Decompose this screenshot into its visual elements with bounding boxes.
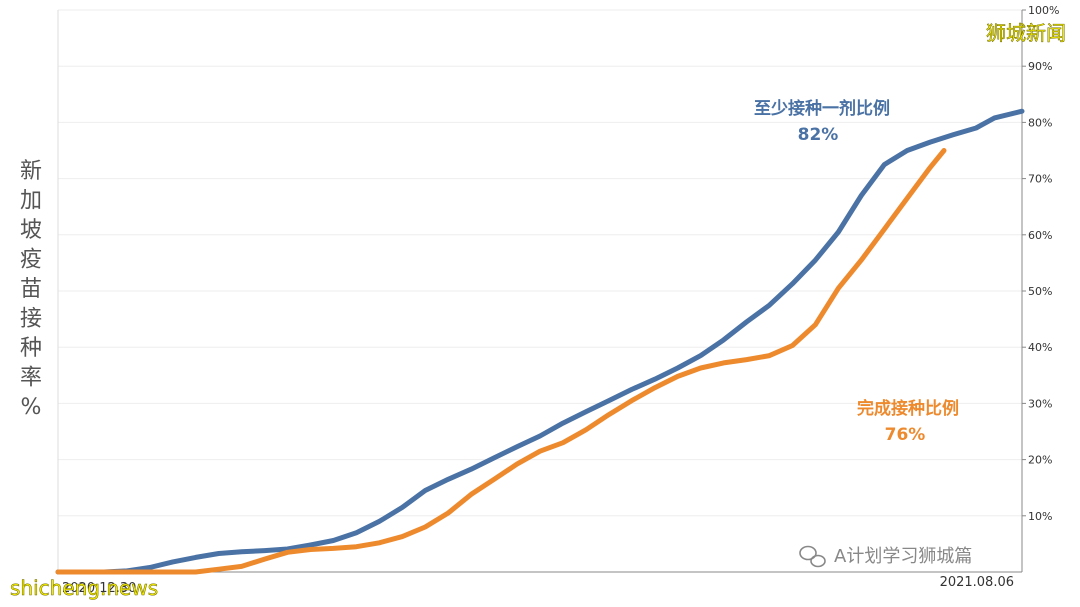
x-tick-label-end: 2021.08.06 (940, 575, 1014, 590)
y-tick-label: 100% (1028, 4, 1059, 17)
series-line-fully-vaccinated (55, 148, 947, 575)
series-value-first-dose: 82% (798, 125, 839, 145)
y-tick-labels: 10% 20% 30% 40% 50% 60% 70% 80% 90% 100% (1022, 4, 1059, 523)
y-tick-label: 20% (1028, 454, 1052, 467)
watermark-bottom-left: shicheng.news (10, 576, 158, 600)
gridlines (58, 9, 1022, 517)
series-label-first-dose: 至少接种一剂比例 (754, 98, 890, 119)
y-axis-title-char: 疫 (20, 248, 42, 273)
y-axis-title-char: 加 (20, 189, 42, 214)
series-label-fully-vaccinated: 完成接种比例 (857, 398, 959, 419)
y-tick-label: 70% (1028, 173, 1052, 186)
series-value-fully-vaccinated: 76% (885, 425, 926, 445)
y-axis-title-char: 率 (20, 366, 42, 391)
y-axis-title-char: 苗 (20, 277, 42, 302)
y-axis-title-char: 坡 (20, 218, 42, 243)
y-tick-label: 40% (1028, 341, 1052, 354)
y-axis-title-char: 新 (20, 159, 42, 184)
y-tick-label: 10% (1028, 510, 1052, 523)
y-tick-label: 80% (1028, 116, 1052, 129)
y-tick-label: 30% (1028, 397, 1052, 410)
y-axis-title-char: 接 (20, 307, 42, 332)
watermark-bottom-right: A计划学习狮城篇 (834, 546, 972, 567)
watermark-top-right: 狮城新闻 (986, 21, 1066, 45)
y-tick-label: 50% (1028, 285, 1052, 298)
y-axis-title-char: 种 (20, 336, 42, 361)
y-tick-label: 90% (1028, 60, 1052, 73)
y-tick-label: 60% (1028, 229, 1052, 242)
series-line-first-dose (55, 108, 1025, 575)
wechat-icon (799, 545, 826, 568)
series-lines (55, 108, 1025, 575)
x-tick-label-start: 2020.12.30 (62, 581, 136, 596)
y-axis-title-char: % (21, 395, 42, 420)
